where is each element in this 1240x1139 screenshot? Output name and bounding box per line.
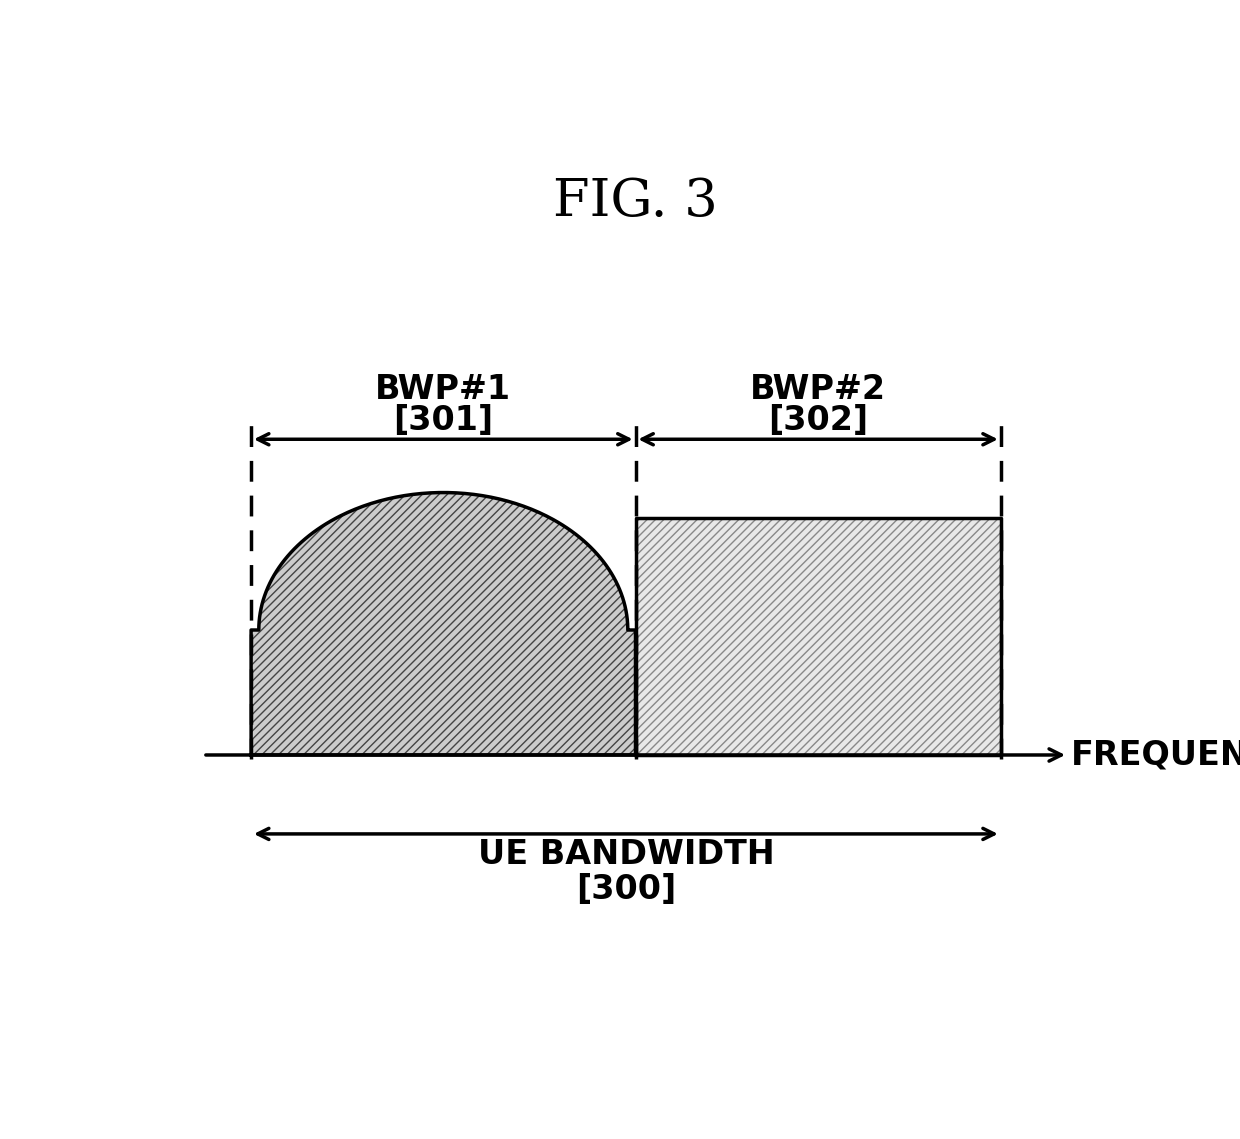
- Text: FREQUENCY: FREQUENCY: [1071, 738, 1240, 771]
- Text: [300]: [300]: [575, 874, 676, 907]
- Text: BWP#1: BWP#1: [376, 372, 511, 405]
- Polygon shape: [635, 517, 1001, 755]
- Text: [301]: [301]: [393, 403, 494, 436]
- Text: UE BANDWIDTH: UE BANDWIDTH: [477, 838, 774, 871]
- Polygon shape: [250, 492, 635, 755]
- Text: FIG. 3: FIG. 3: [553, 177, 718, 227]
- Text: BWP#2: BWP#2: [750, 372, 887, 405]
- Text: [302]: [302]: [768, 403, 868, 436]
